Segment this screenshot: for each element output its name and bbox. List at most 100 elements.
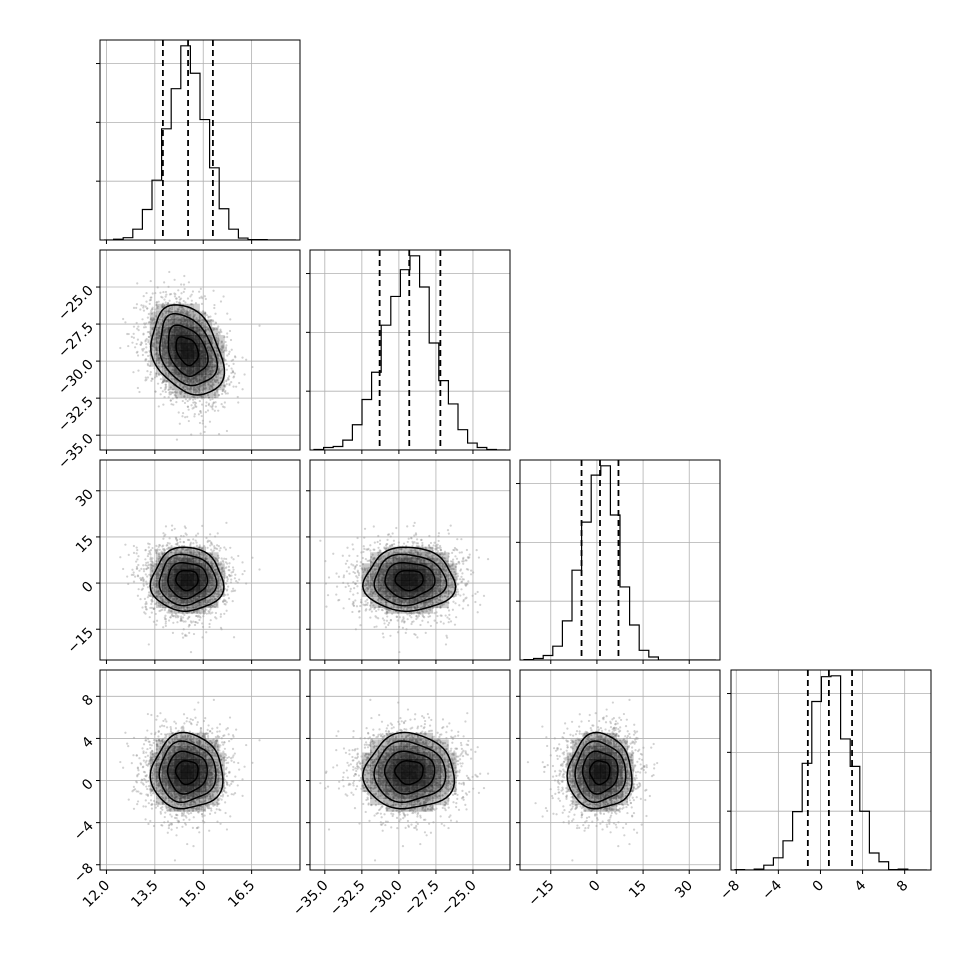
sample-point	[202, 553, 205, 556]
sample-point	[227, 565, 231, 568]
sample-point	[155, 328, 158, 331]
sample-point	[146, 596, 149, 599]
sample-point	[158, 592, 162, 595]
sample-point	[210, 366, 213, 369]
density-cell	[162, 350, 169, 359]
sample-point	[225, 429, 229, 433]
sample-point	[226, 354, 229, 357]
sample-point	[220, 341, 223, 344]
sample-point	[212, 320, 215, 323]
sample-point	[203, 378, 206, 381]
sample-point	[186, 399, 189, 403]
sample-point	[230, 371, 233, 375]
sample-point	[194, 302, 198, 305]
contour-1	[167, 324, 209, 377]
sample-point	[126, 332, 129, 336]
sample-point	[197, 413, 201, 416]
y-tick-label: −32.5	[55, 394, 97, 436]
sample-point	[135, 342, 138, 346]
sample-point	[182, 290, 185, 293]
sample-point	[180, 606, 183, 610]
sample-point	[184, 633, 187, 636]
sample-point	[174, 309, 177, 313]
sample-point	[182, 387, 185, 390]
sample-point	[209, 319, 213, 322]
sample-point	[191, 290, 195, 293]
sample-point	[228, 562, 231, 565]
sample-point	[154, 308, 157, 311]
sample-point	[222, 344, 225, 347]
density-cell	[205, 319, 213, 328]
sample-point	[223, 335, 226, 339]
sample-point	[182, 616, 185, 619]
sample-point	[212, 328, 215, 331]
sample-point	[161, 352, 164, 356]
sample-point	[219, 589, 222, 592]
sample-point	[243, 569, 246, 573]
sample-point	[173, 302, 176, 305]
sample-point	[217, 393, 221, 397]
sample-point	[186, 608, 189, 611]
sample-point	[214, 336, 218, 339]
sample-point	[166, 380, 169, 383]
sample-point	[223, 570, 226, 573]
sample-point	[207, 572, 210, 575]
sample-point	[172, 605, 175, 608]
sample-point	[163, 351, 167, 354]
density-cell	[162, 335, 169, 344]
sample-point	[160, 595, 163, 598]
sample-point	[223, 598, 226, 601]
sample-point	[207, 316, 210, 319]
sample-point	[170, 318, 173, 321]
sample-point	[159, 291, 162, 294]
sample-point	[156, 570, 159, 573]
sample-point	[186, 415, 189, 418]
sample-point	[163, 356, 166, 360]
sample-point	[199, 319, 202, 322]
sample-point	[164, 311, 168, 314]
sample-point	[171, 397, 174, 400]
sample-point	[206, 569, 209, 572]
sample-point	[175, 605, 178, 609]
sample-point	[176, 600, 180, 603]
sample-point	[181, 311, 184, 314]
sample-point	[173, 561, 177, 564]
sample-point	[208, 599, 211, 602]
sample-point	[178, 317, 181, 320]
sample-point	[142, 347, 145, 350]
sample-point	[141, 577, 144, 580]
sample-point	[157, 300, 160, 303]
sample-point	[223, 401, 226, 404]
sample-point	[167, 388, 170, 392]
sample-point	[155, 585, 158, 588]
sample-point	[203, 382, 206, 386]
sample-point	[211, 577, 215, 580]
sample-point	[211, 363, 215, 366]
sample-point	[226, 312, 229, 315]
sample-point	[206, 567, 209, 570]
sample-point	[171, 561, 175, 564]
sample-point	[184, 602, 187, 605]
sample-point	[194, 405, 197, 408]
sample-point	[181, 632, 184, 635]
sample-point	[196, 609, 199, 612]
sample-point	[151, 569, 154, 572]
sample-point	[159, 582, 162, 585]
sample-point	[161, 595, 164, 598]
sample-point	[136, 386, 139, 390]
sample-point	[205, 557, 208, 561]
sample-point	[211, 369, 215, 373]
sample-point	[143, 597, 147, 600]
sample-point	[151, 561, 154, 564]
sample-point	[200, 603, 204, 606]
sample-point	[190, 433, 193, 436]
sample-point	[146, 582, 149, 585]
sample-point	[202, 561, 205, 564]
sample-point	[218, 371, 221, 374]
sample-point	[223, 406, 226, 409]
density-cell	[199, 319, 207, 328]
sample-point	[218, 331, 221, 334]
sample-point	[197, 551, 200, 554]
sample-point	[155, 582, 158, 586]
sample-point	[207, 571, 210, 575]
